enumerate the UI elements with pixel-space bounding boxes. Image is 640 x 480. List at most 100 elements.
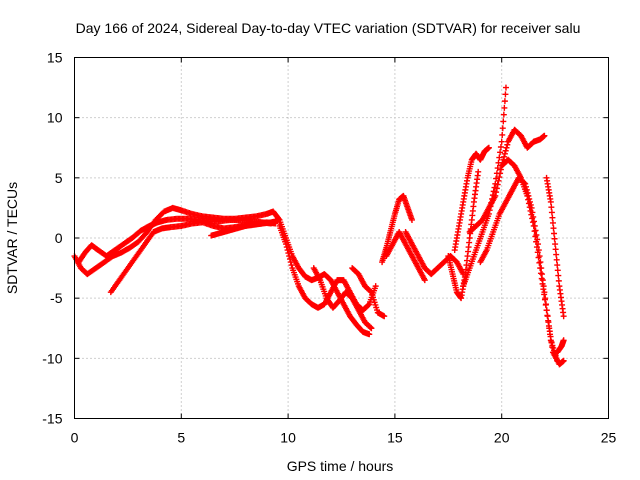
data-point	[538, 275, 545, 282]
data-point	[503, 144, 510, 151]
data-point	[502, 84, 509, 91]
data-point	[530, 222, 537, 229]
data-point	[288, 262, 295, 269]
data-point	[551, 230, 558, 237]
x-tick-label: 0	[71, 430, 79, 446]
data-point	[475, 168, 482, 175]
data-point	[560, 337, 567, 344]
data-point	[493, 189, 500, 196]
y-tick-label: -15	[42, 411, 62, 427]
data-point	[537, 270, 544, 277]
data-point	[526, 204, 533, 211]
data-point	[532, 227, 539, 234]
y-axis-label: SDTVAR / TECUs	[4, 182, 20, 294]
data-point	[539, 280, 546, 287]
data-point	[524, 192, 531, 199]
data-point	[501, 104, 508, 111]
data-point	[525, 200, 532, 207]
data-point	[421, 277, 428, 284]
data-point	[550, 225, 557, 232]
data-point	[552, 246, 559, 253]
y-tick-label: 15	[47, 50, 63, 66]
data-point	[495, 177, 502, 184]
data-point	[367, 288, 374, 295]
data-point	[525, 196, 532, 203]
data-point	[545, 322, 552, 329]
data-series-e	[276, 222, 379, 314]
x-tick-label: 15	[387, 430, 403, 446]
data-point	[500, 111, 507, 118]
data-point	[502, 91, 509, 98]
y-tick-label: 0	[55, 230, 63, 246]
chart-ticks	[74, 57, 609, 419]
data-series-k	[445, 168, 482, 302]
data-point	[494, 165, 501, 172]
data-point	[537, 259, 544, 266]
data-series-c	[107, 219, 279, 296]
data-point	[533, 244, 540, 251]
data-series-d	[208, 218, 281, 239]
x-tick-label: 10	[280, 430, 296, 446]
data-point	[492, 192, 499, 199]
x-axis-label: GPS time / hours	[287, 458, 394, 474]
data-point	[282, 241, 289, 248]
y-tick-label: -5	[50, 290, 63, 306]
data-point	[544, 312, 551, 319]
data-series-r	[554, 337, 567, 356]
data-point	[553, 251, 560, 258]
y-tick-label: 5	[55, 170, 63, 186]
data-point	[368, 325, 375, 332]
data-point	[497, 143, 504, 150]
data-point	[381, 313, 388, 320]
data-point	[528, 211, 535, 218]
data-point	[553, 256, 560, 263]
x-tick-label: 5	[177, 430, 185, 446]
data-point	[498, 138, 505, 145]
data-point	[285, 250, 292, 257]
data-point	[286, 256, 293, 263]
data-point	[541, 296, 548, 303]
data-point	[548, 338, 555, 345]
data-point	[549, 344, 556, 351]
data-point	[560, 313, 567, 320]
data-point	[286, 253, 293, 260]
data-point	[554, 267, 561, 274]
data-point	[529, 215, 536, 222]
data-series-q	[543, 174, 567, 320]
data-point	[366, 331, 373, 338]
data-series-i	[383, 228, 428, 284]
data-point	[541, 132, 548, 139]
data-point	[501, 150, 508, 157]
data-point	[283, 244, 290, 251]
data-point	[554, 262, 561, 269]
data-point	[527, 207, 534, 214]
data-point	[497, 170, 504, 177]
chart-gridlines	[74, 57, 609, 419]
data-point	[496, 154, 503, 161]
data-point	[541, 291, 548, 298]
data-point	[549, 219, 556, 226]
data-point	[497, 149, 504, 156]
data-point	[552, 241, 559, 248]
data-point	[537, 265, 544, 272]
data-point	[532, 233, 539, 240]
data-point	[365, 301, 372, 308]
data-point	[534, 249, 541, 256]
x-tick-label: 25	[601, 430, 617, 446]
data-point	[551, 235, 558, 242]
data-point	[542, 301, 549, 308]
y-tick-label: 10	[47, 110, 63, 126]
data-point	[540, 286, 547, 293]
data-series-s	[530, 132, 548, 145]
data-point	[547, 333, 554, 340]
data-point	[548, 204, 555, 211]
data-point	[555, 272, 562, 279]
data-point	[501, 153, 508, 160]
data-point	[548, 209, 555, 216]
data-point	[494, 181, 501, 188]
data-point	[543, 307, 550, 314]
data-point	[502, 147, 509, 154]
chart-title: Day 166 of 2024, Sidereal Day-to-day VTE…	[76, 20, 581, 36]
data-point	[546, 328, 553, 335]
